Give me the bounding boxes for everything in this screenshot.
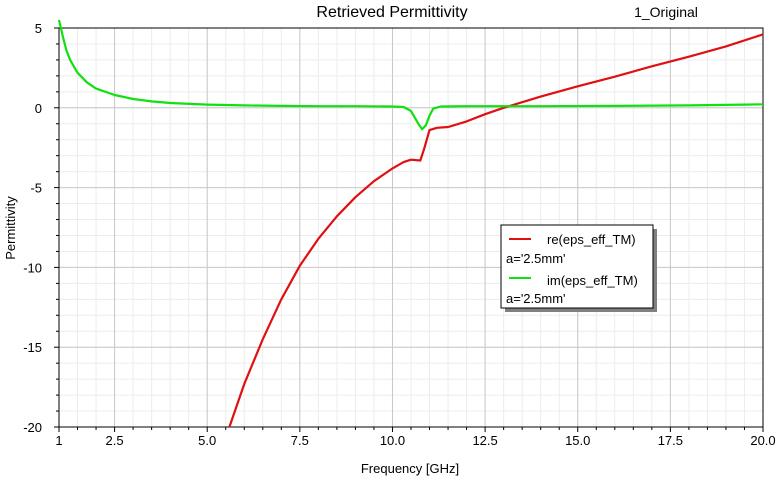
x-tick-label: 7.5 [291,433,309,448]
x-tick-label: 10.0 [380,433,405,448]
series-line-0 [228,33,764,428]
legend-sublabel-re: a='2.5mm' [506,251,566,266]
legend-sublabel-im: a='2.5mm' [506,291,566,306]
x-axis-label: Frequency [GHz] [361,461,459,476]
y-tick-label: -5 [30,181,42,196]
series-line-1 [57,19,764,131]
y-axis-label: Permittivity [3,196,18,260]
x-tick-label: 5.0 [198,433,216,448]
x-tick-label: 2.5 [106,433,124,448]
chart-title: Retrieved Permittivity [316,4,467,21]
grid [58,27,764,428]
legend: re(eps_eff_TM) a='2.5mm' im(eps_eff_TM) … [500,224,657,312]
x-tick-label: 1 [55,433,62,448]
x-tick-label: 12.5 [472,433,497,448]
y-tick-label: 0 [35,101,42,116]
chart-tag: 1_Original [634,4,698,20]
y-tick-label: -15 [23,340,42,355]
x-tick-label: 17.5 [658,433,683,448]
y-tick-label: -10 [23,260,42,275]
legend-label-re: re(eps_eff_TM) [547,232,636,247]
legend-label-im: im(eps_eff_TM) [547,273,638,288]
y-tick-label: -20 [23,420,42,435]
series-layer [57,19,764,428]
x-tick-label: 20.0 [750,433,775,448]
y-tick-label: 5 [35,21,42,36]
tick-layer: 1 2.5 5.0 7.5 10.0 12.5 15.0 17.5 20.050-5-10-15… [23,21,775,448]
x-tick-label: 15.0 [565,433,590,448]
